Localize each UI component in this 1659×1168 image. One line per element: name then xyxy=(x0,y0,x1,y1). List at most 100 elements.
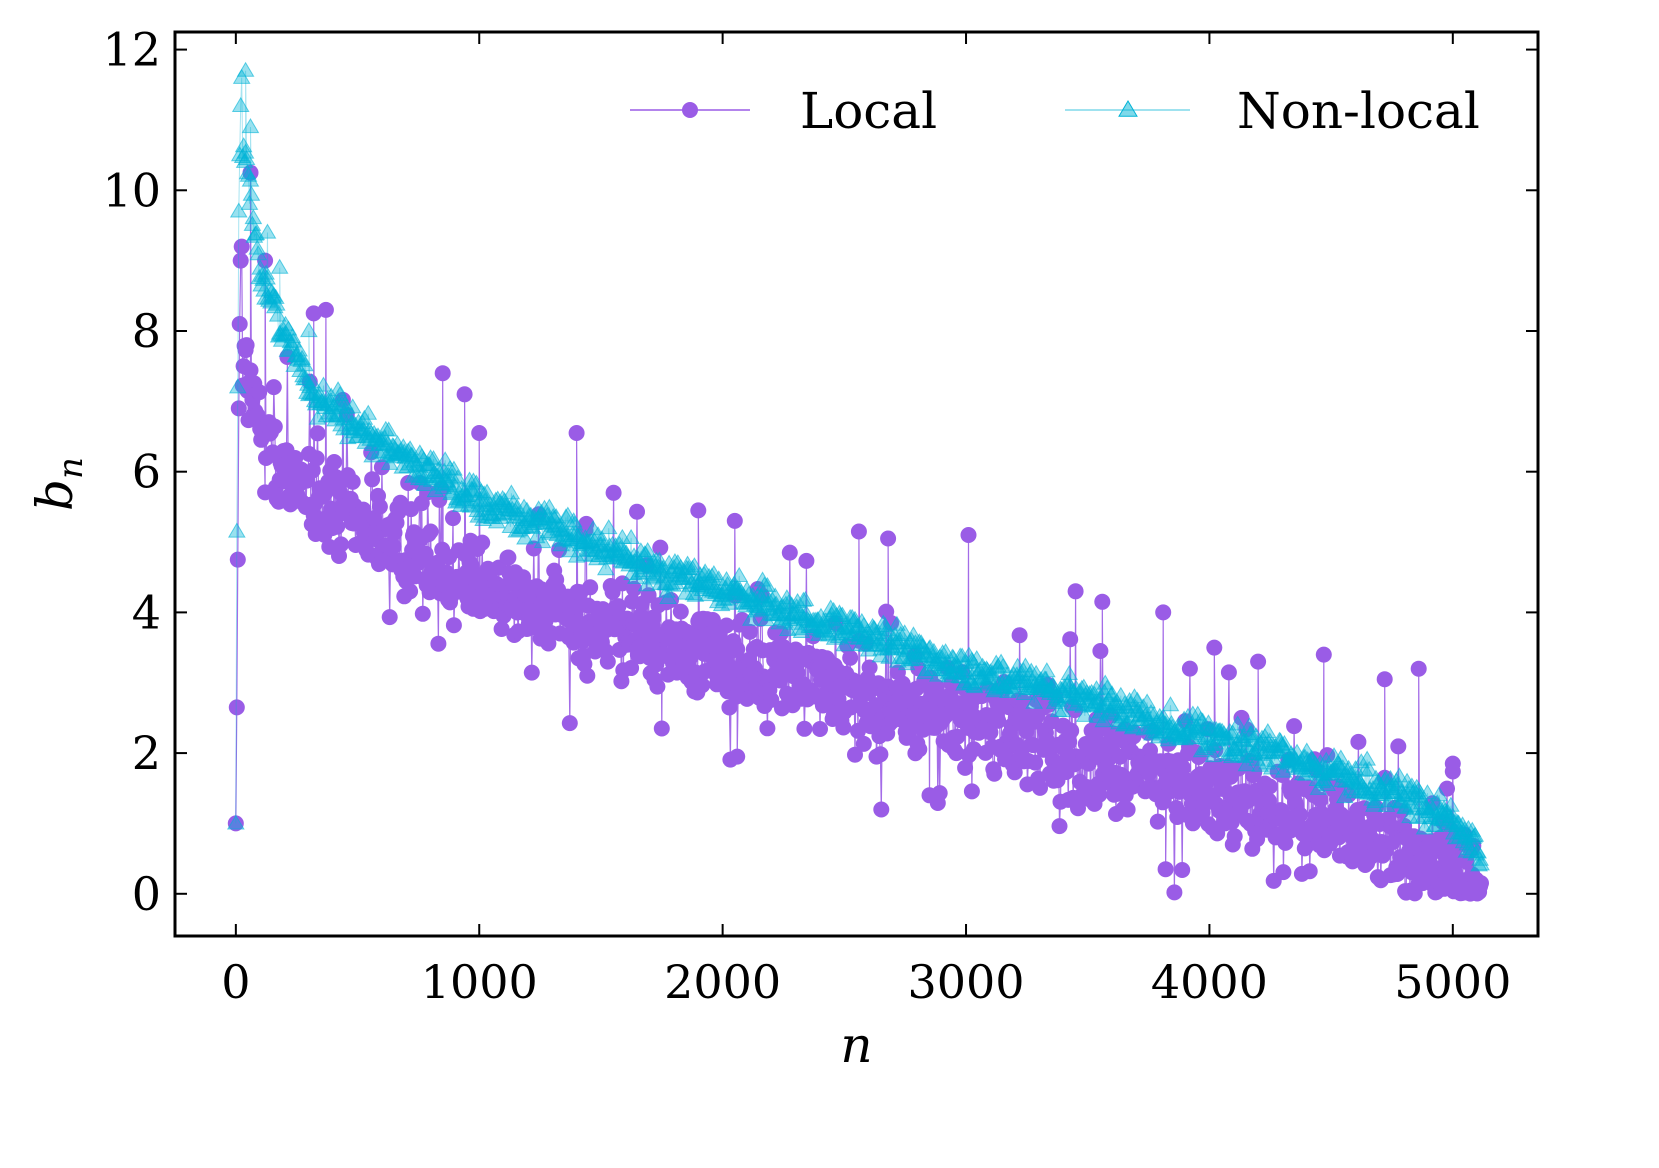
point-non-local xyxy=(502,484,521,500)
point-local xyxy=(1292,806,1308,823)
point-local xyxy=(855,735,872,752)
point-non-local xyxy=(778,620,797,636)
point-non-local xyxy=(833,606,852,622)
point-non-local xyxy=(240,194,259,210)
x-tick-label: 4000 xyxy=(1151,955,1268,1009)
point-local xyxy=(842,649,859,666)
point-local xyxy=(500,549,517,566)
point-local xyxy=(1376,671,1393,688)
point-non-local xyxy=(684,585,703,601)
point-local xyxy=(1312,791,1329,808)
point-non-local xyxy=(268,306,287,322)
point-local xyxy=(1032,779,1048,796)
point-non-local xyxy=(859,641,878,657)
y-axis-label-subscript: n xyxy=(51,457,91,479)
point-local xyxy=(422,523,439,540)
point-non-local xyxy=(244,208,263,225)
point-non-local xyxy=(516,529,534,545)
point-non-local xyxy=(445,460,463,476)
point-local xyxy=(982,724,999,741)
point-non-local xyxy=(253,266,272,282)
point-non-local xyxy=(1116,715,1135,731)
point-local xyxy=(266,418,283,435)
point-non-local xyxy=(258,269,276,285)
point-local xyxy=(872,746,889,763)
point-local xyxy=(796,720,813,737)
legend-marker-non-local xyxy=(1118,100,1138,117)
point-local xyxy=(317,301,334,318)
point-local xyxy=(329,518,346,535)
point-local xyxy=(1149,813,1166,830)
point-non-local xyxy=(796,591,815,607)
point-non-local xyxy=(720,594,739,610)
point-local xyxy=(1087,731,1104,748)
point-local xyxy=(227,815,244,832)
point-non-local xyxy=(741,610,760,626)
point-local xyxy=(402,583,419,600)
point-local xyxy=(990,712,1007,729)
point-local xyxy=(948,745,965,762)
point-non-local xyxy=(242,185,261,201)
point-non-local xyxy=(228,378,247,394)
point-local xyxy=(1181,660,1198,677)
legend-label-local: Local xyxy=(800,82,937,140)
point-local xyxy=(1390,738,1407,755)
point-non-local xyxy=(293,349,311,365)
point-non-local xyxy=(564,512,583,528)
point-non-local xyxy=(299,322,318,338)
point-non-local xyxy=(565,515,584,531)
point-local xyxy=(957,759,974,776)
point-non-local xyxy=(237,150,256,166)
point-local xyxy=(1051,818,1068,835)
point-local xyxy=(1286,718,1303,735)
point-local xyxy=(649,678,666,695)
point-non-local xyxy=(557,529,576,545)
point-local xyxy=(729,748,746,765)
point-local xyxy=(986,765,1003,782)
point-non-local xyxy=(891,625,910,641)
point-non-local xyxy=(766,587,785,603)
point-local xyxy=(523,664,540,681)
series-non-local xyxy=(226,61,1490,872)
point-non-local xyxy=(527,528,546,544)
point-local xyxy=(960,527,977,543)
point-local xyxy=(734,612,751,628)
point-local xyxy=(1260,792,1277,809)
point-non-local xyxy=(791,606,810,622)
point-local xyxy=(474,534,491,551)
point-local xyxy=(381,609,398,626)
point-local xyxy=(257,252,274,269)
point-local xyxy=(344,473,361,490)
point-local xyxy=(910,660,927,677)
point-local xyxy=(1220,664,1237,681)
point-local xyxy=(718,617,735,634)
point-local xyxy=(1275,864,1292,881)
point-local xyxy=(1166,884,1183,901)
point-local xyxy=(1092,643,1109,659)
point-local xyxy=(931,785,948,802)
point-non-local xyxy=(1152,710,1171,726)
point-non-local xyxy=(1096,674,1115,690)
point-non-local xyxy=(613,528,632,544)
point-local xyxy=(949,728,966,745)
point-local xyxy=(582,579,599,596)
point-local xyxy=(1174,862,1191,878)
point-non-local xyxy=(877,625,896,641)
point-non-local xyxy=(788,592,807,609)
point-local xyxy=(850,523,867,540)
point-non-local xyxy=(878,620,897,636)
point-non-local xyxy=(868,635,887,652)
point-local xyxy=(326,454,343,470)
y-tick-label: 4 xyxy=(132,585,161,639)
point-non-local xyxy=(599,519,618,535)
point-local xyxy=(726,512,743,529)
point-local xyxy=(242,362,259,379)
point-non-local xyxy=(355,409,374,425)
point-local xyxy=(861,659,878,676)
point-local xyxy=(963,783,980,800)
point-local xyxy=(1439,780,1455,797)
point-local xyxy=(333,536,349,553)
point-non-local xyxy=(239,166,258,182)
point-non-local xyxy=(596,560,615,576)
point-local xyxy=(873,801,890,818)
